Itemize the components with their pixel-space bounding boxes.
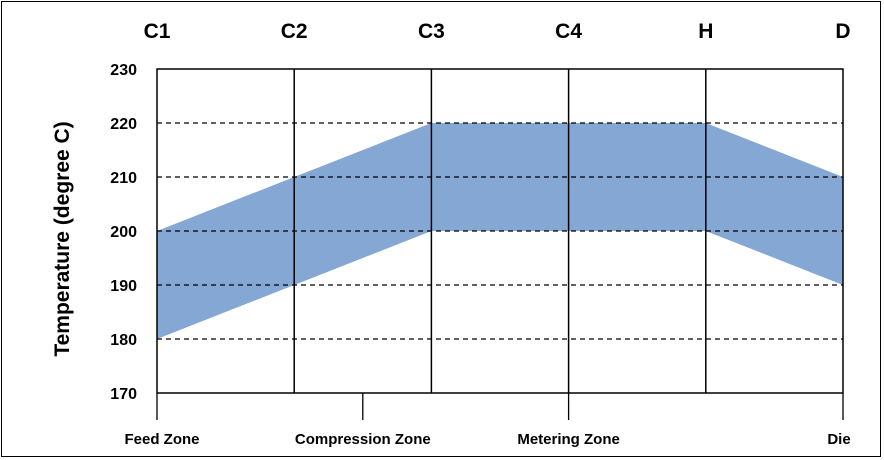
plot-border	[156, 68, 844, 394]
bottom-zone-label: Metering Zone	[517, 431, 620, 448]
y-axis-title: Temperature (degree C)	[51, 121, 74, 356]
y-tick-label-200: 200	[110, 224, 137, 241]
bottom-zone-label: Compression Zone	[295, 431, 431, 448]
top-category-label: H	[698, 20, 713, 43]
y-tick-label-220: 220	[110, 116, 137, 133]
y-tick-label-170: 170	[110, 386, 137, 403]
bottom-zone-label: Die	[827, 431, 850, 448]
bottom-zone-label: Feed Zone	[124, 431, 199, 448]
top-category-label: C4	[555, 20, 582, 43]
top-category-label: C3	[418, 20, 445, 43]
top-category-label: C2	[281, 20, 308, 43]
y-tick-label-230: 230	[110, 62, 137, 79]
y-tick-label-180: 180	[110, 332, 137, 349]
y-tick-label-190: 190	[110, 278, 137, 295]
top-category-label: D	[835, 20, 850, 43]
y-tick-label-210: 210	[110, 170, 137, 187]
top-category-label: C1	[144, 20, 171, 43]
